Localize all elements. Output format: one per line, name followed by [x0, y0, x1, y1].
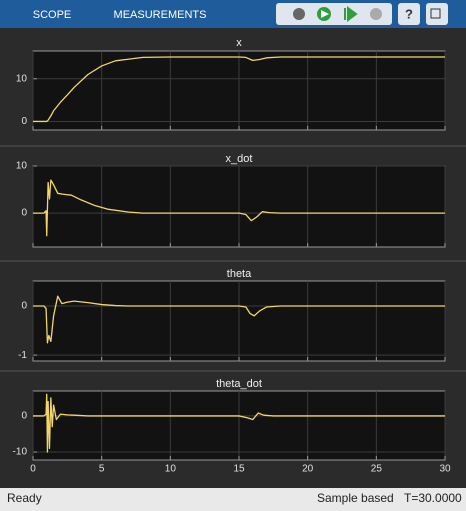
- run-controls: [276, 3, 392, 25]
- series-line: [33, 295, 445, 344]
- y-tick-label: 0: [21, 301, 27, 312]
- step-back-button[interactable]: [293, 8, 305, 20]
- run-icon: [321, 10, 329, 18]
- x-tick-label: 30: [439, 464, 451, 475]
- stop-button[interactable]: [370, 8, 382, 20]
- series-line: [33, 179, 445, 237]
- chart-title: x: [236, 37, 242, 49]
- help-icon: ?: [405, 6, 413, 21]
- y-tick-label: 0: [21, 208, 27, 219]
- status-mode: Sample based: [317, 491, 394, 505]
- y-tick-label: 10: [16, 161, 28, 172]
- chart-title: theta_dot: [216, 378, 262, 390]
- series-line: [33, 56, 445, 123]
- chart-title: x_dot: [226, 153, 253, 165]
- y-tick-label: -10: [13, 447, 28, 458]
- x-tick-label: 15: [233, 464, 245, 475]
- series-line: [33, 393, 445, 453]
- help-button[interactable]: [398, 3, 420, 25]
- undock-icon: [430, 8, 441, 19]
- undock-button[interactable]: [426, 3, 448, 25]
- tab[interactable]: MEASUREMENTS: [114, 9, 207, 21]
- y-tick-label: -1: [18, 350, 27, 361]
- tab[interactable]: SCOPE: [33, 9, 72, 21]
- status-bar: [0, 488, 466, 511]
- step-button[interactable]: [344, 6, 358, 22]
- status-state: Ready: [7, 491, 42, 505]
- x-tick-label: 5: [99, 464, 105, 475]
- x-tick-label: 25: [371, 464, 383, 475]
- chart-title: theta: [227, 268, 252, 280]
- x-tick-label: 20: [302, 464, 314, 475]
- y-tick-label: 0: [21, 411, 27, 422]
- status-time: T=30.0000: [404, 491, 462, 505]
- y-tick-label: 0: [21, 116, 27, 127]
- toolbar-icons: ?: [276, 3, 448, 25]
- x-tick-label: 10: [165, 464, 177, 475]
- y-tick-label: 10: [16, 73, 28, 84]
- x-tick-label: 0: [30, 464, 36, 475]
